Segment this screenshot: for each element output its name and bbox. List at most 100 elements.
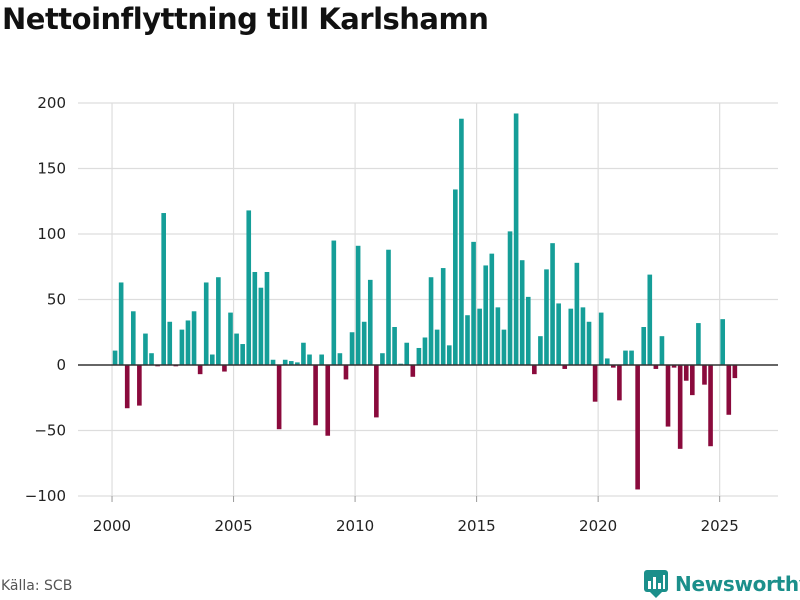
bar-positive xyxy=(216,277,221,365)
bar-positive xyxy=(647,274,653,365)
bar-positive xyxy=(483,265,489,365)
bar-positive xyxy=(295,362,300,365)
bar-positive xyxy=(185,320,191,365)
bar-negative xyxy=(222,365,227,372)
bar-positive xyxy=(355,245,361,365)
bar-positive xyxy=(404,342,410,365)
bar-negative xyxy=(410,365,416,377)
bar-negative xyxy=(653,365,659,369)
bar-positive xyxy=(307,354,312,365)
bar-positive xyxy=(167,321,173,365)
bar-positive xyxy=(149,353,154,365)
bar-negative xyxy=(532,365,537,375)
bar-positive xyxy=(598,312,604,365)
bar-positive xyxy=(720,319,726,365)
y-tick-label: 150 xyxy=(37,160,66,178)
gridlines xyxy=(78,102,778,497)
bar-positive xyxy=(228,312,233,365)
bar-positive xyxy=(240,344,245,365)
bar-positive xyxy=(143,333,148,365)
bar-negative xyxy=(137,365,142,406)
bar-negative xyxy=(665,365,671,427)
bar-positive xyxy=(501,329,507,365)
bar-positive xyxy=(568,308,574,365)
bar-positive xyxy=(386,249,391,365)
bar-positive xyxy=(361,321,367,365)
bar-positive xyxy=(574,262,580,365)
bar-positive xyxy=(556,303,561,365)
bar-positive xyxy=(209,354,215,365)
bar-positive xyxy=(264,271,270,365)
bar-positive xyxy=(234,333,239,365)
bar-positive xyxy=(331,240,337,365)
x-tick-label: 2005 xyxy=(214,517,252,535)
bar-negative xyxy=(562,365,568,369)
bar-positive xyxy=(507,231,513,365)
y-tick-label: 0 xyxy=(56,356,66,374)
bar-positive xyxy=(380,353,385,365)
bar-positive xyxy=(580,307,586,365)
y-tick-label: 50 xyxy=(47,291,66,309)
bar-negative xyxy=(732,365,738,379)
x-tick-label: 2010 xyxy=(336,517,374,535)
x-tick-label: 2020 xyxy=(579,517,617,535)
bar-positive xyxy=(519,260,525,365)
y-tick-label: −100 xyxy=(25,487,66,505)
bar-positive xyxy=(604,358,610,365)
bar-positive xyxy=(623,350,628,365)
bar-positive xyxy=(495,307,501,365)
bar-positive xyxy=(416,347,422,365)
bar-positive xyxy=(550,243,555,365)
bars xyxy=(112,113,738,490)
bar-positive xyxy=(465,315,470,365)
bar-positive xyxy=(270,359,276,365)
bar-negative xyxy=(671,365,677,368)
bar-positive xyxy=(337,353,343,365)
axes: −100 −50 0 50 100 150 200 2000 2005 2010 2015 2020 2… xyxy=(25,94,739,535)
bar-negative xyxy=(325,365,331,436)
x-tick-label: 2015 xyxy=(458,517,496,535)
bar-negative xyxy=(635,365,640,490)
y-tick-label: 200 xyxy=(37,94,66,112)
bar-positive xyxy=(538,336,543,365)
bar-negative xyxy=(343,365,349,380)
bar-positive xyxy=(392,327,397,365)
bar-positive xyxy=(434,329,440,365)
y-tick-label: −50 xyxy=(34,422,66,440)
bar-positive xyxy=(428,277,434,365)
bar-positive xyxy=(446,345,452,365)
bar-positive xyxy=(525,296,531,365)
bar-negative xyxy=(690,365,695,396)
bar-positive xyxy=(118,282,124,365)
bar-negative xyxy=(726,365,732,415)
bar-positive xyxy=(629,350,634,365)
bar-positive xyxy=(258,287,264,365)
bar-negative xyxy=(124,365,130,409)
brand-name: Newsworthy xyxy=(675,572,800,596)
bar-positive xyxy=(641,327,647,365)
bar-negative xyxy=(683,365,689,381)
bar-positive xyxy=(112,350,118,365)
x-tick-label: 2000 xyxy=(93,517,131,535)
source-label: Källa: SCB xyxy=(1,578,73,594)
bar-positive xyxy=(440,268,446,365)
bar-positive xyxy=(477,308,482,365)
bar-negative xyxy=(276,365,282,430)
chart-title: Nettoinflyttning till Karlshamn xyxy=(2,2,489,36)
bar-positive xyxy=(282,359,288,365)
bar-positive xyxy=(191,311,197,365)
bar-positive xyxy=(367,279,373,365)
bar-positive xyxy=(252,271,258,365)
brand-logo[interactable]: Newsworthy xyxy=(644,569,800,599)
bar-negative xyxy=(677,365,683,449)
bar-positive xyxy=(471,241,476,365)
bar-negative xyxy=(702,365,707,385)
bar-positive xyxy=(349,332,355,365)
bar-positive xyxy=(544,269,549,365)
bar-negative xyxy=(592,365,598,402)
bar-negative xyxy=(617,365,622,401)
bar-positive xyxy=(246,210,252,365)
bar-positive xyxy=(288,361,294,365)
bar-negative xyxy=(197,365,203,375)
